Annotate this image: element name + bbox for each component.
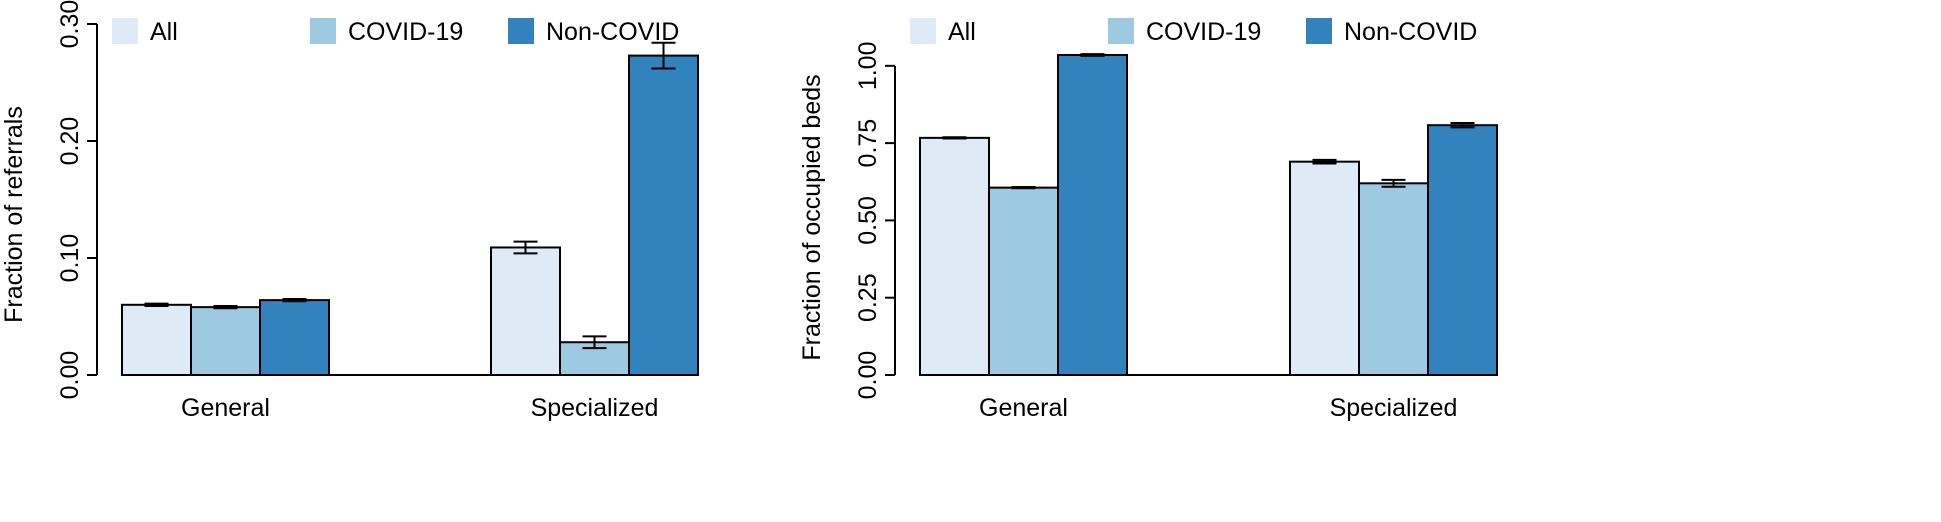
x-category-label: Specialized xyxy=(531,394,659,422)
legend-label: Non-COVID xyxy=(546,18,679,46)
x-category-label: General xyxy=(979,394,1068,422)
legend-item: COVID-19 xyxy=(1108,18,1261,46)
legend-label: COVID-19 xyxy=(348,18,463,46)
bar-non-covid-specialized xyxy=(628,54,699,377)
y-tick-label: 0.25 xyxy=(854,273,882,322)
legend-item: Non-COVID xyxy=(1306,18,1477,46)
bar-covid-19-specialized xyxy=(1358,182,1429,376)
bar-all-specialized xyxy=(490,246,561,376)
legend-label: COVID-19 xyxy=(1146,18,1261,46)
y-tick-label: 0.10 xyxy=(56,234,84,283)
legend-item: COVID-19 xyxy=(310,18,463,46)
legend-label: All xyxy=(150,18,178,46)
y-tick-label: 0.75 xyxy=(854,119,882,168)
error-bar xyxy=(1450,122,1475,129)
error-bar xyxy=(651,41,676,70)
y-tick-label: 0.30 xyxy=(56,0,84,48)
x-category-label: Specialized xyxy=(1330,394,1458,422)
error-bar xyxy=(942,136,967,140)
legend-swatch xyxy=(508,18,534,44)
x-category-label: General xyxy=(181,394,270,422)
y-tick-label: 0.20 xyxy=(56,117,84,166)
error-bar xyxy=(582,335,607,350)
bar-covid-19-general xyxy=(190,306,261,377)
error-bar xyxy=(144,302,169,307)
error-bar xyxy=(1381,178,1406,188)
legend-swatch xyxy=(112,18,138,44)
chart-panel-2: 0.00 0.25 0.50 0.75 1.00 Fraction of occupied… xyxy=(798,18,1498,422)
legend-swatch xyxy=(1108,18,1134,44)
error-bar xyxy=(282,297,307,303)
bar-all-general xyxy=(919,136,990,376)
y-tick-label: 1.00 xyxy=(854,41,882,90)
error-bar xyxy=(1011,186,1036,190)
y-tick-label: 0.00 xyxy=(56,351,84,400)
error-bar xyxy=(1080,53,1105,57)
error-bar xyxy=(1312,158,1337,165)
y-axis-title: Fraction of occupied beds xyxy=(798,74,826,360)
legend-swatch xyxy=(910,18,936,44)
legend-swatch xyxy=(1306,18,1332,44)
y-tick-label: 0.50 xyxy=(854,196,882,245)
legend-swatch xyxy=(310,18,336,44)
legend-item: All xyxy=(112,18,178,46)
legend-item: Non-COVID xyxy=(508,18,679,46)
y-axis-title: Fraction of referrals xyxy=(0,106,28,323)
bar-non-covid-general xyxy=(259,299,330,376)
error-bar xyxy=(213,304,238,310)
bar-all-specialized xyxy=(1289,160,1360,376)
bar-non-covid-general xyxy=(1057,54,1128,377)
legend-label: Non-COVID xyxy=(1344,18,1477,46)
legend-item: All xyxy=(910,18,976,46)
bar-all-general xyxy=(121,303,192,376)
chart-panel-1: 0.00 0.10 0.20 0.30 Fraction of referrals Gen… xyxy=(0,0,699,422)
legend-label: All xyxy=(948,18,976,46)
bar-covid-19-general xyxy=(988,186,1059,376)
y-tick-label: 0.00 xyxy=(854,351,882,400)
bar-non-covid-specialized xyxy=(1427,124,1498,377)
error-bar xyxy=(513,240,538,255)
